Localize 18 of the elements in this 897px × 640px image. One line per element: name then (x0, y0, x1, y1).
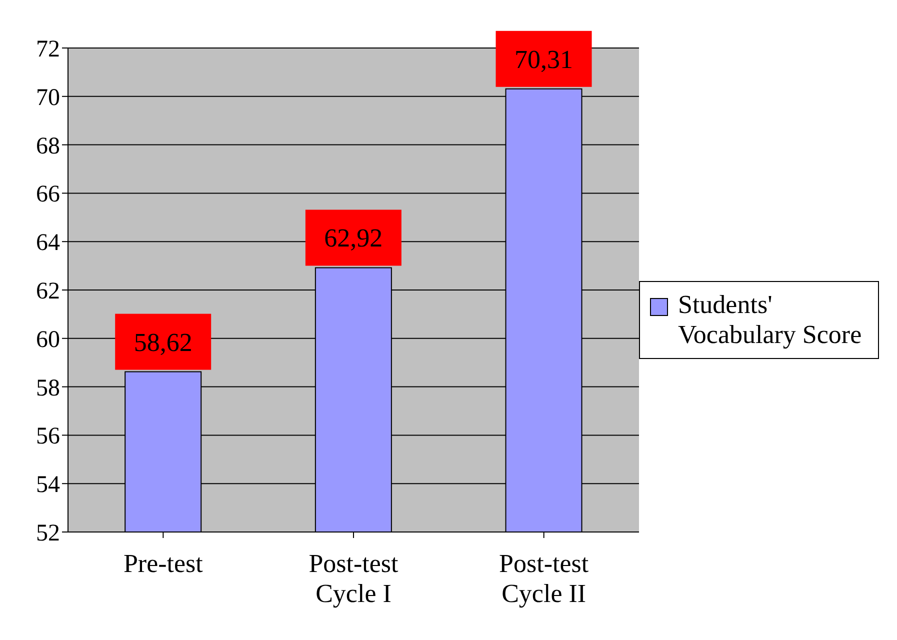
data-label: 58,62 (134, 328, 192, 357)
y-tick-label: 58 (36, 375, 60, 402)
y-tick-label: 52 (36, 520, 60, 547)
y-tick-label: 62 (36, 278, 60, 305)
x-tick-label: Post-test Cycle I (308, 549, 400, 608)
legend-label: Students' Vocabulary Score (678, 290, 863, 350)
y-tick-label: 68 (36, 133, 60, 160)
data-label: 62,92 (324, 224, 383, 253)
x-tick-label: Post-test Cycle II (499, 549, 590, 608)
y-tick-label: 66 (36, 182, 60, 208)
y-tick-label: 54 (36, 472, 60, 498)
data-label: 70,31 (514, 44, 574, 74)
y-tick-label: 64 (36, 230, 60, 256)
y-tick-label: 70 (36, 84, 60, 111)
y-tick-label: 60 (36, 326, 60, 353)
y-tick-label: 72 (36, 36, 60, 63)
x-tick-label: Pre-test (123, 549, 204, 578)
y-tick-label: 56 (36, 424, 60, 450)
